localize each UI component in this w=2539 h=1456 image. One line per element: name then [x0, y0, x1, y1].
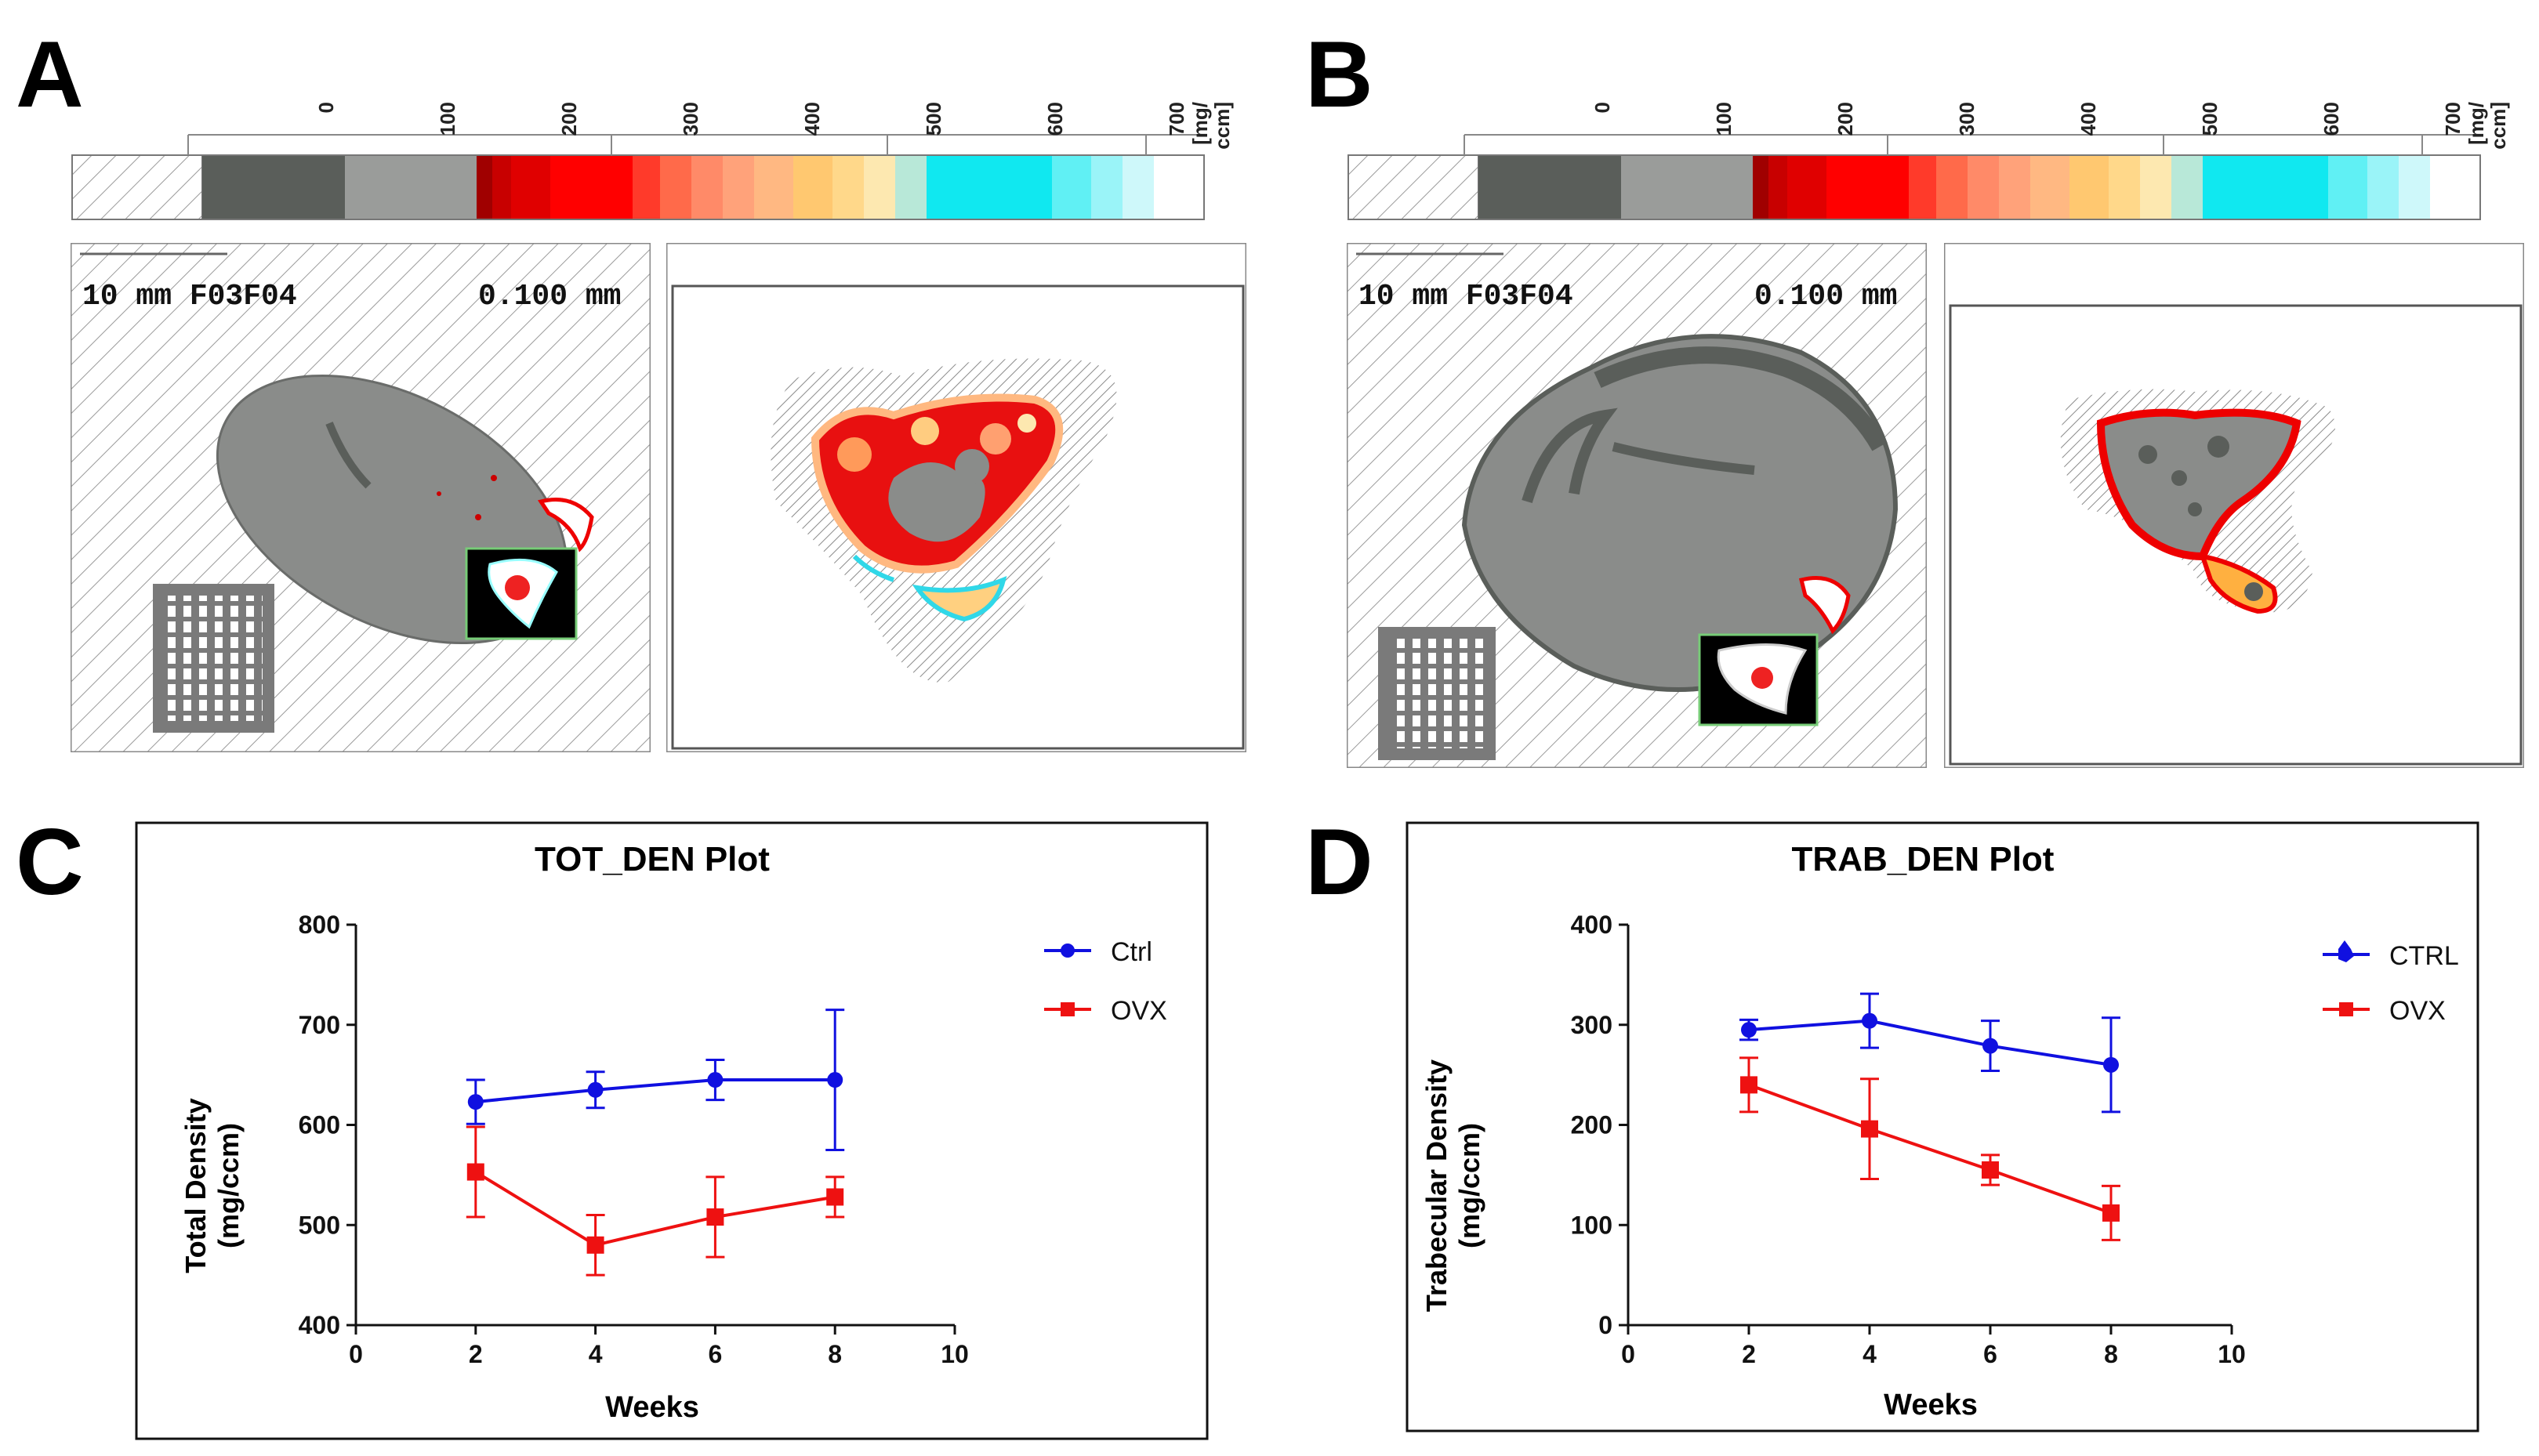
colorbar-tick: 100	[1712, 102, 1736, 136]
data-point-ctrl	[2103, 1056, 2119, 1073]
x-tick-label: 2	[469, 1340, 483, 1368]
legend-label: OVX	[2389, 996, 2446, 1026]
density-colorbar-a: 0 100 200 300 400 500 600 700 [mg/ ccm]	[71, 102, 1234, 220]
colorbar-tick: 0	[314, 102, 338, 113]
y-axis-label-unit: (mg/ccm)	[1453, 1123, 1485, 1248]
colorbar-tick: 300	[679, 102, 702, 136]
legend: CTRL OVX	[2323, 940, 2459, 1026]
x-tick-label: 0	[349, 1340, 363, 1368]
y-tick-label: 700	[299, 1011, 340, 1039]
data-point-ctrl	[827, 1072, 843, 1088]
colorbar-tick: 300	[1955, 102, 1979, 136]
colorbar-tick: 400	[2077, 102, 2100, 136]
colorbar-tick: 400	[800, 102, 824, 136]
scale-label: 0.100 mm	[1754, 280, 1897, 313]
data-point-ovx	[826, 1188, 844, 1206]
panel-label-d: D	[1305, 809, 1373, 915]
panel-label-a: A	[16, 22, 84, 127]
series-line-ovx	[474, 1170, 836, 1247]
data-point-ovx	[1982, 1161, 1999, 1179]
data-point-ctrl	[467, 1094, 484, 1110]
x-tick-label: 2	[1742, 1340, 1756, 1368]
colorbar-tick: 200	[1834, 102, 1857, 136]
legend-label: CTRL	[2389, 941, 2459, 971]
x-tick-label: 4	[1863, 1340, 1877, 1368]
colorbar-tick: 100	[436, 102, 459, 136]
scan-header: 10 mm F03F04	[1358, 280, 1573, 313]
x-tick-label: 0	[1621, 1340, 1635, 1368]
y-tick-label: 300	[1571, 1011, 1612, 1039]
panel-label-c: C	[16, 809, 84, 915]
y-axis-label-unit: (mg/ccm)	[212, 1123, 245, 1248]
colorbar-unit: ccm]	[1210, 102, 1234, 150]
scan-view-b: 10 mm F03F04 0.100 mm	[1347, 243, 1927, 768]
zoom-view-a	[666, 243, 1246, 752]
y-axis-label: Total Density	[180, 1098, 212, 1273]
legend-marker-ovx	[1061, 1002, 1075, 1016]
data-point-ctrl	[587, 1081, 604, 1098]
data-point-ctrl	[1741, 1022, 1757, 1038]
y-tick-label: 0	[1598, 1311, 1612, 1339]
data-point-ctrl	[1982, 1038, 1998, 1054]
x-tick-label: 6	[1983, 1340, 1997, 1368]
legend: Ctrl OVX	[1044, 937, 1167, 1026]
x-axis-label: Weeks	[605, 1391, 699, 1424]
colorbar-tick: 200	[557, 102, 581, 136]
panel-a: 0 100 200 300 400 500 600 700 [mg/ ccm] …	[71, 78, 1262, 752]
legend-marker-ctrl	[1061, 944, 1075, 958]
data-point-ovx	[706, 1208, 724, 1226]
x-tick-label: 4	[589, 1340, 603, 1368]
panel-label-b: B	[1305, 22, 1373, 127]
y-axis-label: Trabecular Density	[1420, 1059, 1453, 1312]
colorbar-tick: 500	[2198, 102, 2222, 136]
colorbar-unit: [mg/	[1188, 102, 1212, 145]
x-tick-label: 10	[941, 1340, 969, 1368]
scan-header: 10 mm F03F04	[82, 280, 297, 313]
x-axis-label: Weeks	[1884, 1389, 1978, 1422]
series-line-ctrl	[1748, 1019, 2112, 1067]
legend-marker-ovx	[2339, 1002, 2353, 1016]
colorbar-tick: 700	[2441, 102, 2465, 136]
panel-c-chart: TOT_DEN Plot 0 2 4 6 8 10 400 500 600 700 800 Week…	[135, 821, 1209, 1440]
scale-label: 0.100 mm	[478, 280, 621, 313]
chart-title: TOT_DEN Plot	[535, 840, 770, 878]
scan-view-a: 10 mm F03F04 0.100 mm	[71, 243, 651, 752]
colorbar-tick: 0	[1591, 102, 1614, 113]
legend-label: OVX	[1111, 996, 1167, 1026]
colorbar-tick: 700	[1165, 102, 1188, 136]
density-colorbar-b: 0 100 200 300 400 500 600 700 [mg/ ccm]	[1347, 102, 2510, 220]
x-tick-label: 8	[828, 1340, 842, 1368]
y-tick-label: 600	[299, 1111, 340, 1139]
y-tick-label: 400	[1571, 911, 1612, 939]
colorbar-tick: 500	[922, 102, 945, 136]
data-point-ovx	[2102, 1204, 2120, 1222]
data-point-ovx	[1740, 1076, 1757, 1094]
data-point-ctrl	[707, 1072, 724, 1088]
colorbar-tick: 600	[2320, 102, 2343, 136]
data-point-ovx	[586, 1236, 604, 1254]
legend-marker-ctrl	[2338, 940, 2354, 962]
y-tick-label: 100	[1571, 1211, 1612, 1239]
panel-b: 0 100 200 300 400 500 600 700 [mg/ ccm] …	[1347, 78, 2538, 768]
colorbar-unit: [mg/	[2465, 102, 2488, 145]
data-point-ovx	[466, 1163, 484, 1181]
series-line-ctrl	[475, 1078, 836, 1104]
series-line-ovx	[1748, 1083, 2112, 1215]
y-tick-label: 500	[299, 1211, 340, 1239]
legend-label: Ctrl	[1111, 937, 1152, 967]
data-point-ovx	[1861, 1120, 1878, 1138]
colorbar-tick: 600	[1043, 102, 1067, 136]
x-tick-label: 10	[2218, 1340, 2246, 1368]
zoom-view-b	[1944, 243, 2524, 768]
chart-title: TRAB_DEN Plot	[1792, 840, 2055, 878]
y-tick-label: 800	[299, 911, 340, 939]
y-tick-label: 200	[1571, 1111, 1612, 1139]
y-tick-label: 400	[299, 1311, 340, 1339]
x-tick-label: 6	[709, 1340, 723, 1368]
data-point-ctrl	[1862, 1012, 1877, 1029]
x-tick-label: 8	[2104, 1340, 2118, 1368]
colorbar-unit: ccm]	[2486, 102, 2510, 150]
